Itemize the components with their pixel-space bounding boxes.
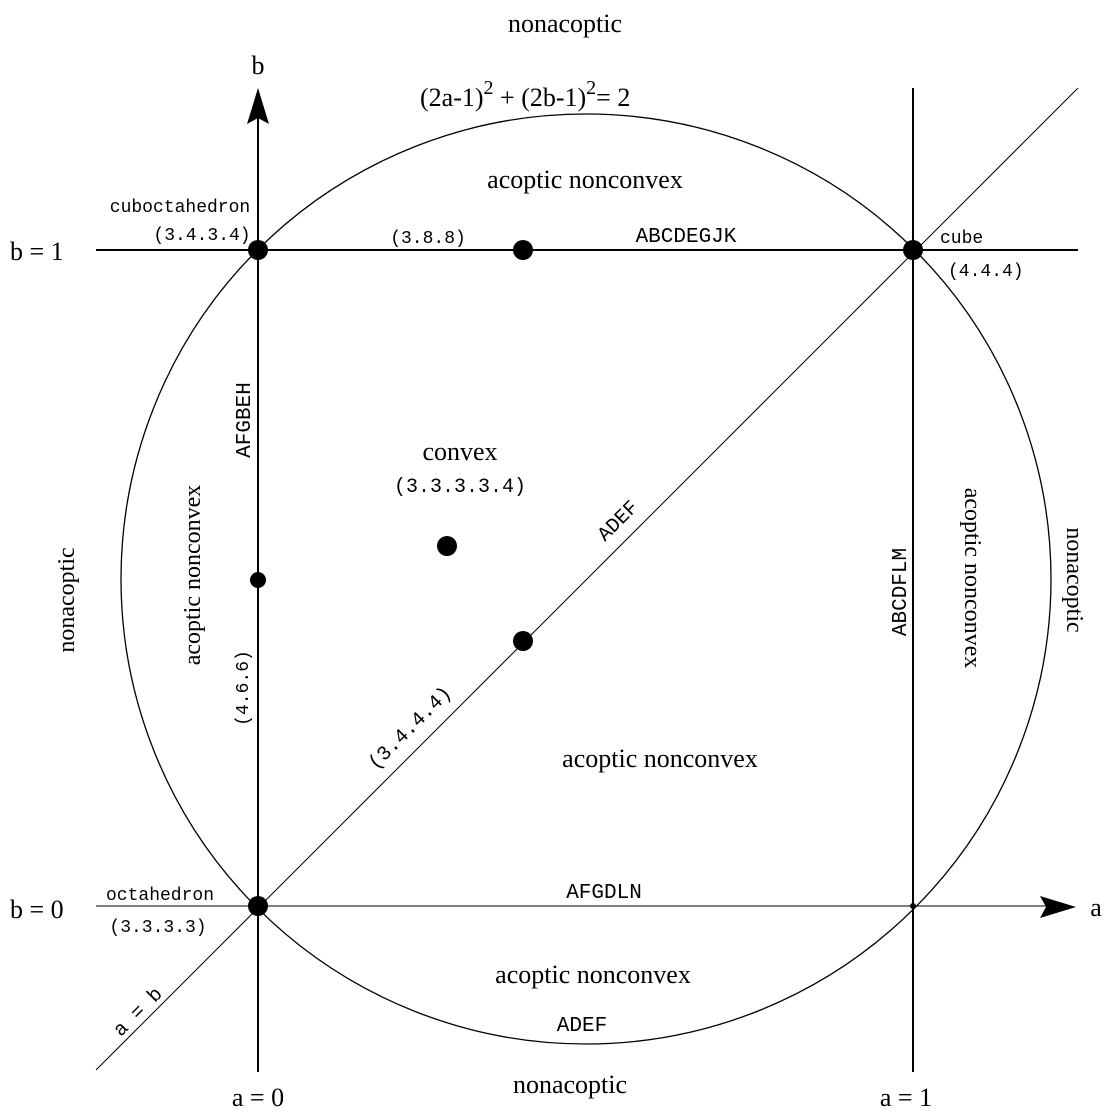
- eq-tail: = 2: [596, 83, 630, 112]
- line-right-label: ABCDFLM: [890, 548, 913, 636]
- eq-part1: (2a-1): [420, 83, 484, 112]
- octahedron-code: (3.3.3.3): [109, 918, 206, 938]
- cube-label: cube: [940, 229, 983, 249]
- diagonal-lower-label: (3.4.4.4): [364, 682, 457, 775]
- region-right-nonacoptic: nonacoptic: [1061, 527, 1087, 632]
- octahedron-label: octahedron: [106, 886, 214, 906]
- truncated-cube-code: (3.8.8): [390, 229, 466, 249]
- cuboctahedron-code: (3.4.3.4): [153, 226, 250, 246]
- point-octahedron: [248, 896, 268, 916]
- point-snub-cube: [437, 536, 457, 556]
- line-bottom-label: AFGDLN: [566, 882, 642, 905]
- axis-a-arrowhead: [1040, 896, 1076, 918]
- eq-part2: (2b-1): [521, 83, 586, 112]
- cuboctahedron-label: cuboctahedron: [110, 198, 250, 218]
- point-truncated-cube: [513, 240, 533, 260]
- point-cube: [903, 240, 923, 260]
- point-diagonal: [513, 631, 533, 651]
- region-bottom-acoptic-nonconvex: acoptic nonconvex: [495, 960, 691, 989]
- eq-exp2: 2: [586, 77, 596, 99]
- region-left-nonacoptic: nonacoptic: [54, 547, 80, 652]
- point-a1-b0: [910, 903, 916, 909]
- diagonal-equation-label: a = b: [109, 983, 168, 1042]
- region-convex: convex: [422, 437, 497, 466]
- line-top-label: ABCDEGJK: [636, 226, 737, 249]
- point-cuboctahedron: [248, 240, 268, 260]
- cube-code: (4.4.4): [948, 262, 1024, 282]
- line-left-label: AFGBEH: [234, 382, 257, 458]
- region-convex-code: (3.3.3.3.4): [394, 476, 526, 499]
- circle-equation: (2a-1)2 + (2b-1)2= 2: [420, 77, 630, 112]
- axis-a-label: a: [1090, 893, 1102, 922]
- label-a-equals-1: a = 1: [880, 1083, 932, 1112]
- region-center-acoptic-nonconvex: acoptic nonconvex: [562, 744, 758, 773]
- axis-b-label: b: [252, 51, 265, 80]
- circle-bottom-label: ADEF: [557, 1015, 607, 1038]
- truncated-octahedron-code: (4.6.6): [234, 650, 254, 726]
- region-top-nonacoptic: nonacoptic: [508, 9, 622, 38]
- eq-exp1: 2: [484, 77, 494, 99]
- axis-b-arrowhead: [247, 88, 269, 124]
- label-b-equals-1: b = 1: [10, 237, 64, 266]
- diagonal-upper-label: ADEF: [594, 497, 644, 547]
- boundary-circle: [120, 113, 1052, 1045]
- point-truncated-octahedron: [250, 572, 266, 588]
- eq-plus: +: [494, 83, 522, 112]
- region-bottom-nonacoptic: nonacoptic: [513, 1070, 627, 1099]
- label-b-equals-0: b = 0: [10, 895, 64, 924]
- region-left-acoptic-nonconvex: acoptic nonconvex: [180, 485, 206, 666]
- label-a-equals-0: a = 0: [232, 1083, 284, 1112]
- region-right-acoptic-nonconvex: acoptic nonconvex: [959, 488, 985, 669]
- region-top-acoptic-nonconvex: acoptic nonconvex: [487, 165, 683, 194]
